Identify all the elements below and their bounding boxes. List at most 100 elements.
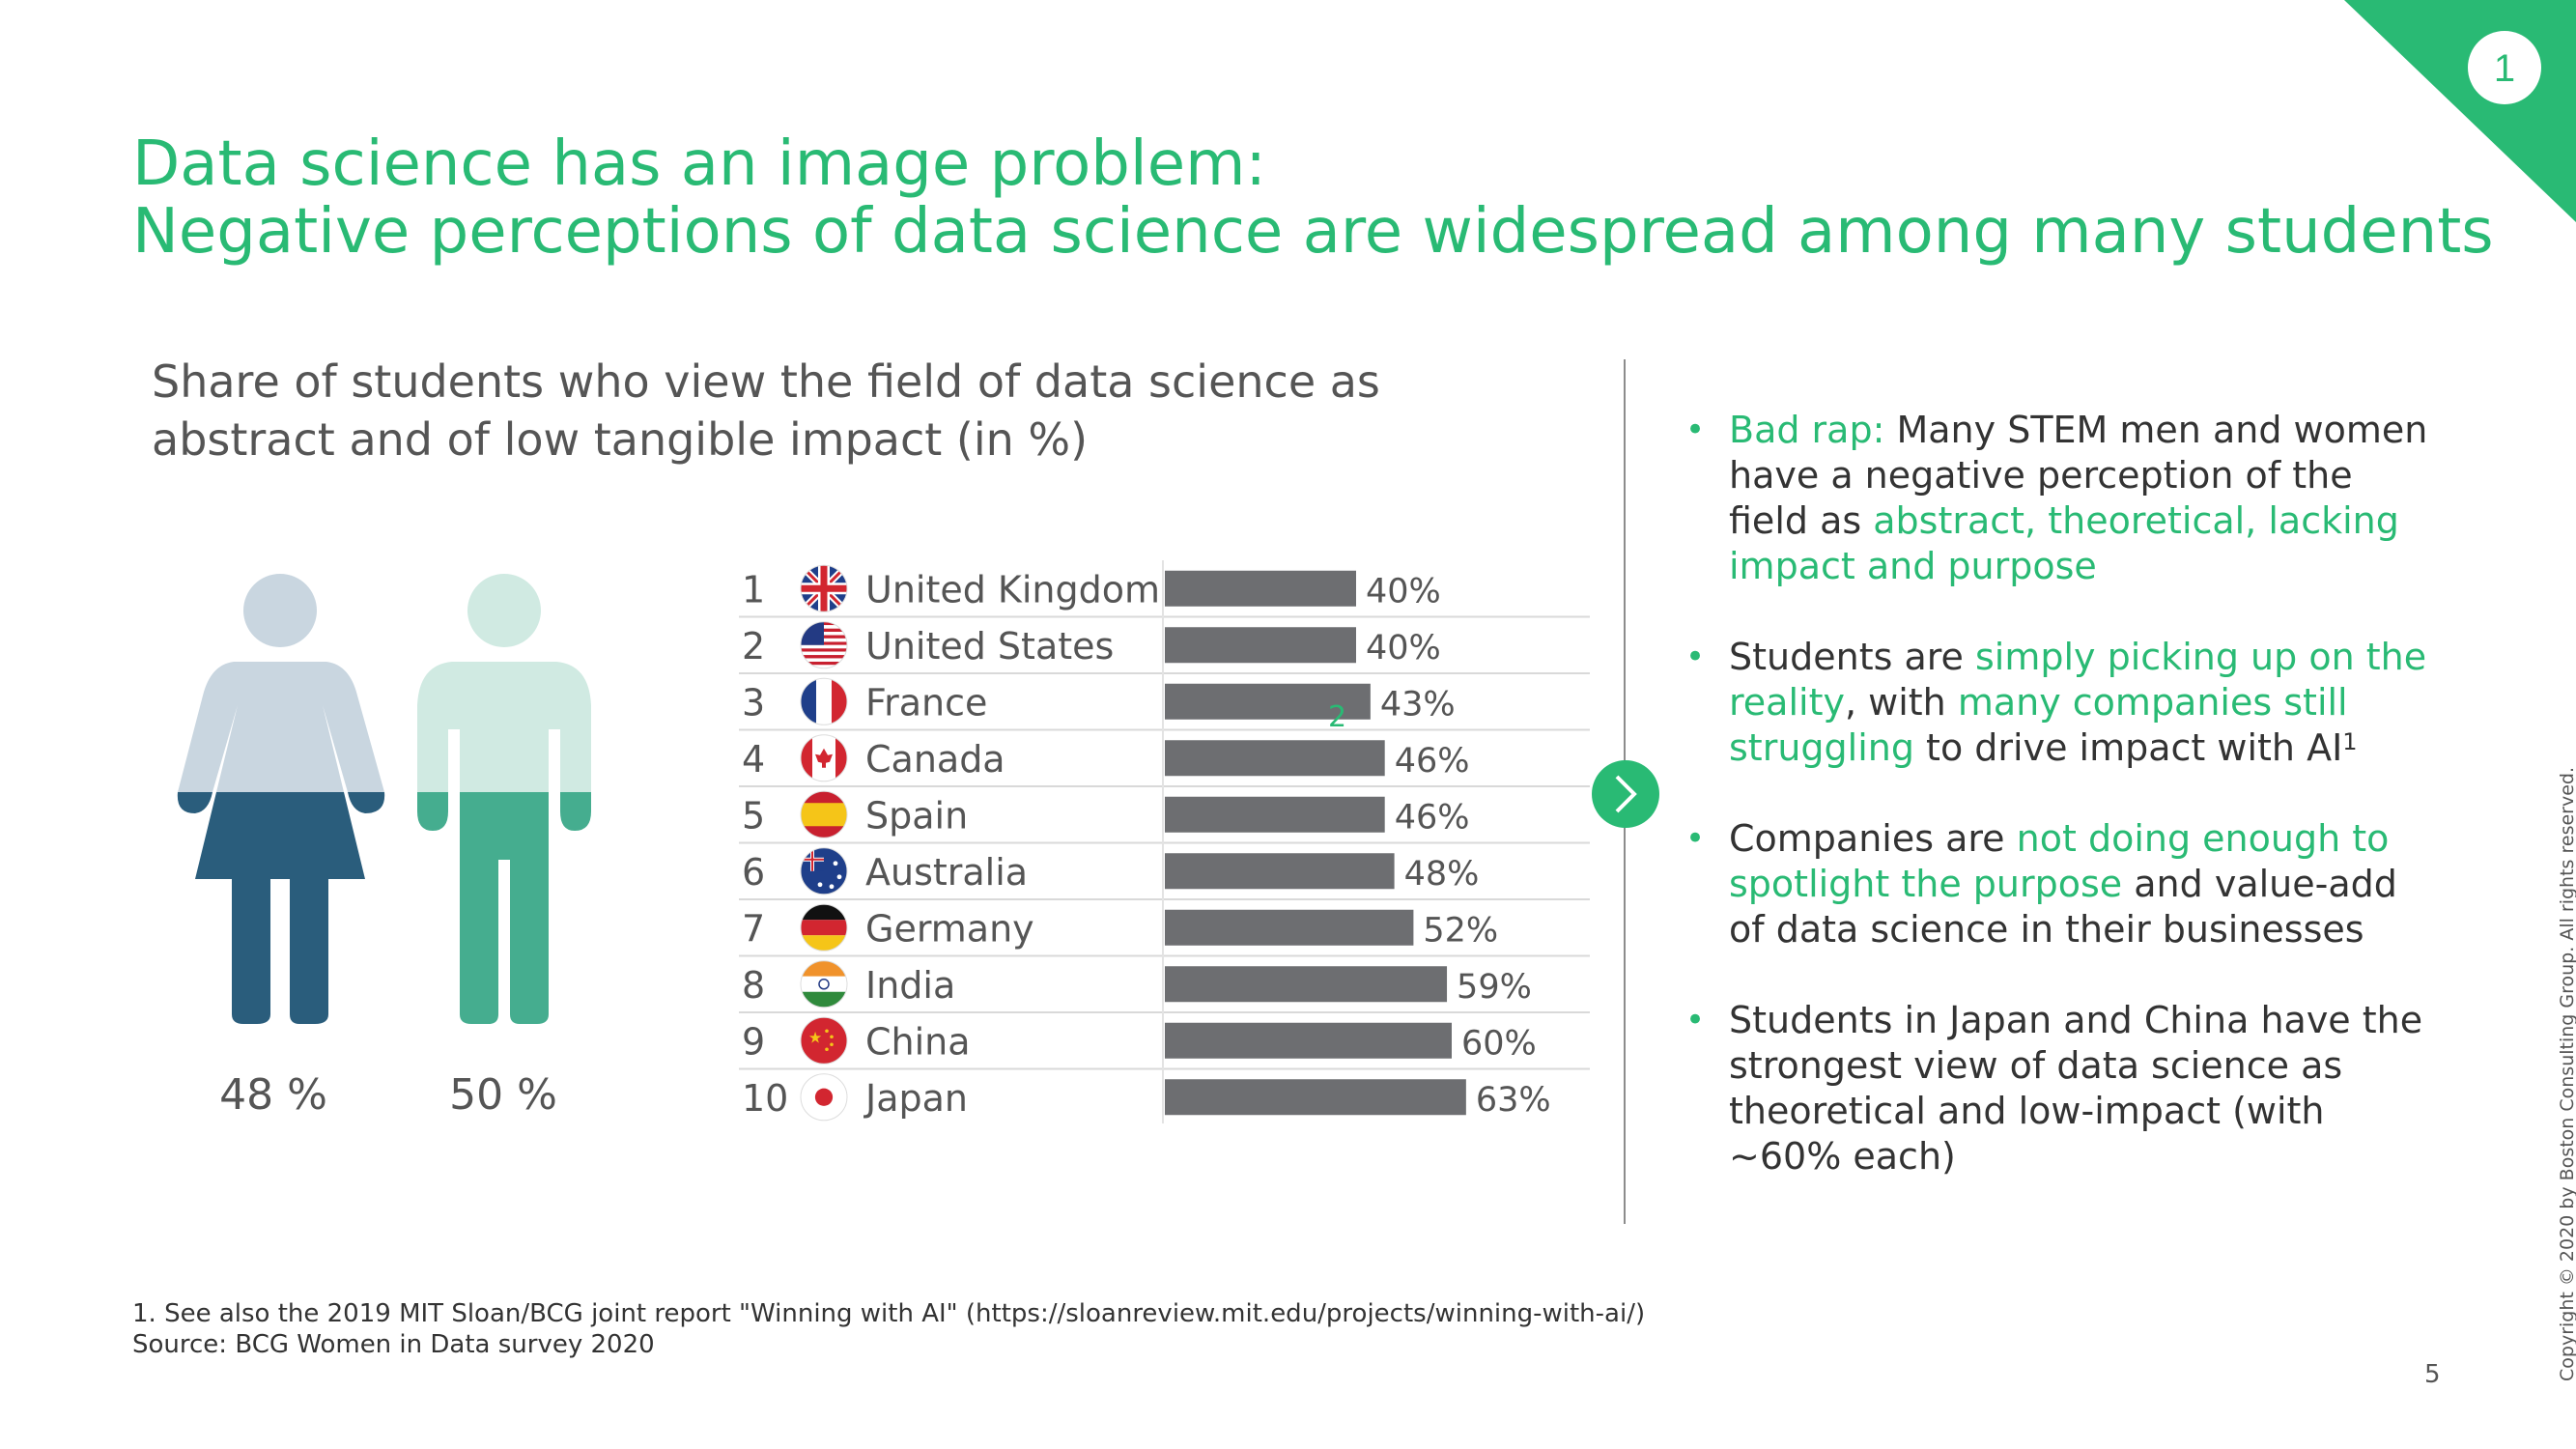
bullet-dot: • (1685, 1001, 1706, 1039)
finding-item: • Bad rap: Many STEM men and women have a… (1685, 408, 2434, 589)
next-arrow-button[interactable] (1592, 760, 1659, 828)
chart-title: Share of students who view the field of … (152, 355, 1380, 466)
bar (1165, 570, 1356, 607)
chart-row: 6 Australia 48% (739, 847, 1590, 900)
bar (1165, 966, 1448, 1003)
value-label: 59% (1457, 968, 1532, 1007)
gender-figures (177, 574, 591, 1024)
body-text: Many STEM men and women have a negative … (1729, 409, 2428, 542)
body-text: Students in Japan and China have the str… (1729, 999, 2423, 1178)
page-number: 5 (2424, 1360, 2441, 1389)
section-number: 1 (2494, 47, 2515, 90)
chart-row: 7 Germany 52% (739, 903, 1590, 957)
value-label: 46% (1395, 742, 1470, 781)
country-label: Canada (865, 738, 1005, 781)
bar (1165, 627, 1356, 664)
france-flag-icon (800, 677, 848, 725)
chevron-right-icon (1615, 775, 1637, 813)
country-label: France (865, 681, 987, 724)
country-label: Spain (865, 794, 968, 837)
body-text: Students are (1729, 636, 1975, 678)
value-label: 60% (1461, 1024, 1537, 1063)
men-percentage: 50 % (449, 1070, 557, 1120)
bullet-dot: • (1685, 638, 1706, 676)
india-flag-icon (800, 960, 848, 1009)
bar (1165, 683, 1371, 720)
body-text: , with (1844, 681, 1958, 724)
key-findings-list: • Bad rap: Many STEM men and women have a… (1685, 408, 2434, 1225)
bar (1165, 853, 1395, 890)
finding-item: • Students in Japan and China have the st… (1685, 998, 2434, 1179)
copyright-notice: Copyright © 2020 by Boston Consulting Gr… (2557, 766, 2576, 1381)
japan-flag-icon (800, 1073, 848, 1122)
country-label: Germany (865, 907, 1034, 950)
country-label: Japan (863, 1077, 968, 1120)
bullet-dot: • (1685, 819, 1706, 858)
body-text: Companies are (1729, 817, 2017, 860)
rank-label: 10 (742, 1077, 788, 1120)
chart-row: 1 United Kingdom 40% (739, 564, 1590, 618)
rank-label: 1 (742, 568, 765, 611)
footnote: 1. See also the 2019 MIT Sloan/BCG joint… (132, 1298, 1645, 1360)
highlighted-text: simply picking up on the reality (1729, 636, 2427, 724)
chart-row: 5 Spain 46% (739, 790, 1590, 844)
highlighted-text: Bad rap: (1729, 409, 1885, 451)
bar (1165, 1022, 1452, 1059)
country-label: China (865, 1020, 971, 1063)
highlighted-text: abstract, theoretical, lacking impact an… (1729, 499, 2399, 587)
rank-label: 4 (742, 738, 765, 781)
source-note: Source: BCG Women in Data survey 2020 (132, 1330, 655, 1359)
women-percentage: 48 % (219, 1070, 327, 1120)
rank-label: 9 (742, 1020, 765, 1063)
value-label: 43% (1380, 685, 1456, 724)
rank-label: 2 (742, 625, 765, 668)
bar (1165, 1079, 1466, 1116)
page-title-line1: Data science has an image problem: (132, 128, 1266, 200)
value-label: 63% (1476, 1081, 1551, 1120)
rank-label: 8 (742, 964, 765, 1007)
bar (1165, 740, 1385, 777)
country-label: United States (865, 625, 1114, 668)
bar (1165, 909, 1414, 946)
highlighted-text: not doing enough to spotlight the purpos… (1729, 817, 2390, 905)
germany-flag-icon (800, 903, 848, 952)
value-label: 48% (1404, 855, 1480, 894)
chart-row: 8 India 59% (739, 960, 1590, 1013)
rank-label: 7 (742, 907, 765, 950)
country-label: United Kingdom (865, 568, 1160, 611)
footnote-reference: 1. See also the 2019 MIT Sloan/BCG joint… (132, 1299, 1646, 1328)
canada-flag-icon (800, 734, 848, 782)
value-label: 46% (1395, 798, 1470, 837)
chart-row: 2 United States 40% (739, 621, 1590, 674)
australia-flag-icon (800, 847, 848, 895)
china-flag-icon: ★ (800, 1016, 848, 1065)
chart-row: 10 Japan 63% (742, 1073, 1551, 1122)
country-label: Australia (865, 851, 1028, 894)
chart-row: 4 Canada 46% (739, 734, 1590, 787)
body-text: and value-add of data science in their b… (1729, 863, 2397, 951)
rank-label: 6 (742, 851, 765, 894)
country-label: India (865, 964, 955, 1007)
chart-stray-mark: 2 (1328, 700, 1347, 734)
finding-item: • Companies are not doing enough to spotl… (1685, 816, 2434, 952)
rank-label: 3 (742, 681, 765, 724)
finding-item: • Students are simply picking up on the r… (1685, 635, 2434, 771)
spain-flag-icon (800, 790, 848, 838)
woman-icon (177, 574, 385, 1024)
value-label: 40% (1366, 629, 1441, 668)
country-ranking-chart: 1 United Kingdom 40% 2 United States 40% 3 Fran… (739, 560, 1590, 1123)
svg-text:★: ★ (808, 1028, 822, 1046)
page-title-line2: Negative perceptions of data science are… (132, 196, 2494, 268)
uk-flag-icon (800, 564, 848, 612)
value-label: 52% (1423, 911, 1498, 950)
us-flag-icon (800, 621, 848, 669)
section-corner-badge: 1 (2344, 0, 2576, 222)
rank-label: 5 (742, 794, 765, 837)
body-text: to drive impact with AI (1913, 726, 2343, 769)
man-icon (417, 574, 591, 1024)
chart-row: 9 ★ China 60% (739, 1016, 1590, 1070)
bullet-dot: • (1685, 411, 1706, 449)
bar (1165, 796, 1385, 833)
chart-row: 3 France 43% (739, 677, 1590, 731)
value-label: 40% (1366, 572, 1441, 611)
